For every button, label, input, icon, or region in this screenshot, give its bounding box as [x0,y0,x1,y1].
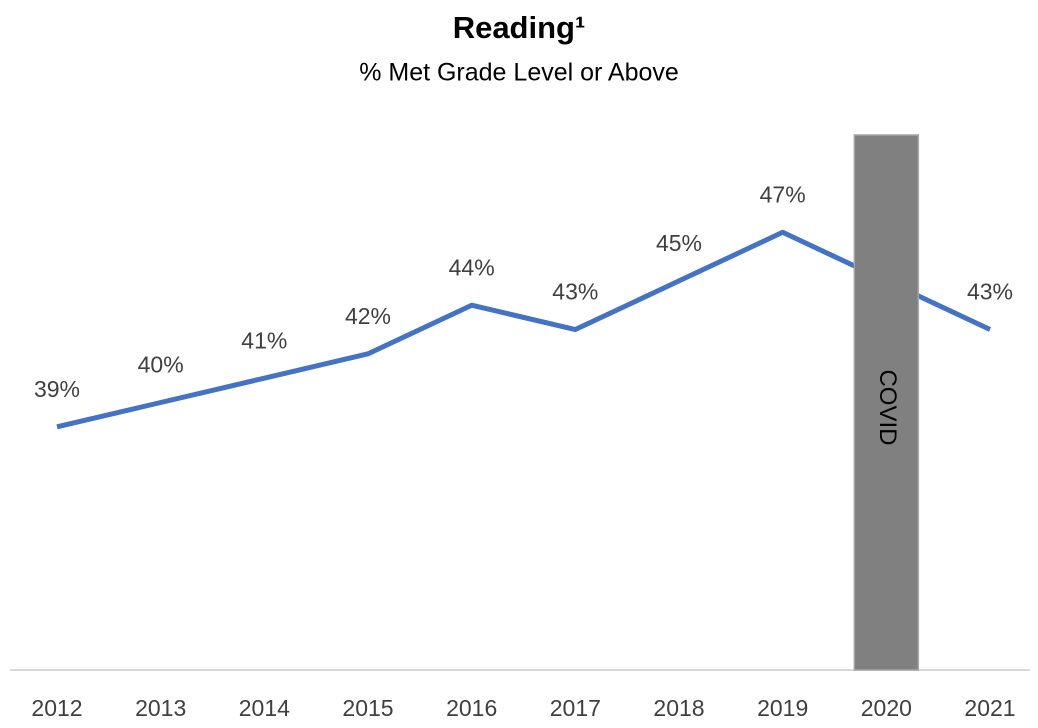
data-label: 44% [449,254,495,280]
x-tick-label: 2021 [964,695,1015,721]
x-tick-label: 2014 [239,695,290,721]
data-label: 47% [760,181,806,207]
data-label: 43% [967,279,1013,305]
annotation-band [853,134,920,671]
chart-subtitle: % Met Grade Level or Above [359,59,679,87]
x-tick-label: 2017 [550,695,601,721]
x-tick-label: 2019 [757,695,808,721]
chart-title: Reading¹ [453,10,586,45]
data-label: 41% [241,327,287,353]
data-label: 39% [34,376,80,402]
data-label: 45% [656,230,702,256]
x-tick-label: 2013 [135,695,186,721]
x-tick-label: 2012 [31,695,82,721]
x-tick-label: 2018 [653,695,704,721]
x-tick-label: 2020 [861,695,912,721]
annotation-label: COVID [874,369,901,445]
data-label: 42% [345,303,391,329]
data-label: 43% [552,279,598,305]
x-tick-label: 2015 [342,695,393,721]
x-tick-label: 2016 [446,695,497,721]
data-label: 40% [138,352,184,378]
series-line [56,229,992,430]
